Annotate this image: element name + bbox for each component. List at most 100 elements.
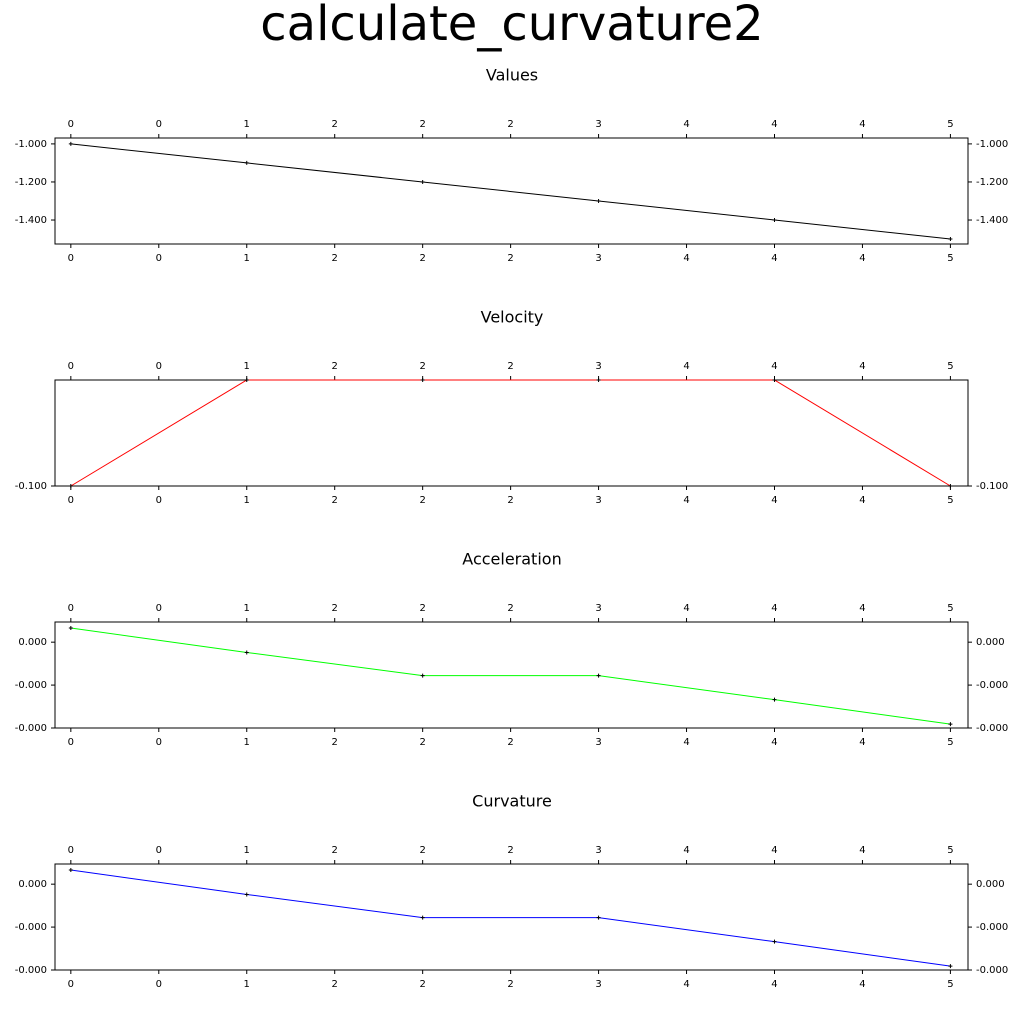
x-tick-label-bottom: 2 <box>419 253 425 264</box>
x-tick-label-top: 2 <box>507 361 513 372</box>
x-tick-label-top: 2 <box>419 603 425 614</box>
x-tick-label-bottom: 2 <box>419 495 425 506</box>
x-tick-label-bottom: 4 <box>683 979 689 990</box>
x-tick-label-top: 2 <box>332 845 338 856</box>
x-tick-label-bottom: 5 <box>947 495 953 506</box>
data-line <box>70 143 951 240</box>
plot-frame <box>54 621 969 729</box>
x-tick-label-top: 5 <box>947 845 953 856</box>
x-tick-label-bottom: 2 <box>332 737 338 748</box>
subplot-title: Curvature <box>472 792 552 811</box>
y-tick-label-right: -1.200 <box>976 177 1008 188</box>
x-tick-label-top: 0 <box>68 361 74 372</box>
y-tick-label-left: -1.000 <box>15 139 47 150</box>
x-tick-label-top: 2 <box>419 361 425 372</box>
point-marker <box>420 915 425 920</box>
x-tick-label-bottom: 2 <box>332 979 338 990</box>
data-line <box>70 627 951 725</box>
point-marker <box>420 179 425 184</box>
x-tick-label-top: 0 <box>156 845 162 856</box>
x-tick-label-top: 5 <box>947 603 953 614</box>
x-tick-label-top: 4 <box>771 603 777 614</box>
x-tick-label-bottom: 1 <box>244 253 250 264</box>
x-tick-label-bottom: 2 <box>507 737 513 748</box>
x-tick-label-top: 2 <box>332 603 338 614</box>
x-tick-label-bottom: 3 <box>595 253 601 264</box>
x-tick-label-top: 3 <box>595 603 601 614</box>
x-tick-label-top: 3 <box>595 845 601 856</box>
y-tick-label-left: -0.100 <box>15 481 47 492</box>
data-line <box>70 379 951 487</box>
x-tick-label-bottom: 4 <box>859 979 865 990</box>
x-tick-label-top: 4 <box>683 119 689 130</box>
x-tick-label-bottom: 0 <box>68 979 74 990</box>
x-tick-label-top: 4 <box>859 603 865 614</box>
x-tick-label-bottom: 4 <box>683 495 689 506</box>
y-tick-label-left: -0.000 <box>15 922 47 933</box>
x-tick-label-bottom: 4 <box>859 737 865 748</box>
point-marker <box>772 697 777 702</box>
subplot-title: Acceleration <box>462 550 561 569</box>
y-tick-label-right: -0.000 <box>976 680 1008 691</box>
x-tick-label-bottom: 4 <box>859 495 865 506</box>
point-marker <box>68 626 73 631</box>
point-marker <box>244 160 249 165</box>
x-tick-label-top: 2 <box>419 845 425 856</box>
y-tick-label-left: -1.200 <box>15 177 47 188</box>
x-tick-label-top: 0 <box>68 845 74 856</box>
x-tick-label-top: 1 <box>244 845 250 856</box>
subplot-title: Velocity <box>481 308 544 327</box>
x-tick-label-bottom: 5 <box>947 979 953 990</box>
x-tick-label-bottom: 2 <box>507 495 513 506</box>
x-tick-label-bottom: 4 <box>771 979 777 990</box>
point-marker <box>244 650 249 655</box>
x-tick-label-top: 2 <box>507 845 513 856</box>
subplot-title: Values <box>486 66 538 85</box>
point-marker <box>420 378 425 382</box>
x-tick-label-top: 0 <box>68 119 74 130</box>
y-tick-label-right: -0.100 <box>976 481 1008 492</box>
point-marker <box>596 198 601 203</box>
x-tick-label-bottom: 4 <box>771 737 777 748</box>
x-tick-label-top: 2 <box>419 119 425 130</box>
x-tick-label-bottom: 0 <box>68 737 74 748</box>
x-tick-label-bottom: 3 <box>595 737 601 748</box>
point-marker <box>596 915 601 920</box>
point-marker <box>68 868 73 873</box>
x-tick-label-top: 4 <box>771 845 777 856</box>
x-tick-label-top: 0 <box>156 361 162 372</box>
y-tick-label-left: 0.000 <box>18 637 47 648</box>
x-tick-label-bottom: 0 <box>156 737 162 748</box>
x-tick-label-bottom: 3 <box>595 495 601 506</box>
x-tick-label-top: 2 <box>332 361 338 372</box>
x-tick-label-top: 2 <box>507 603 513 614</box>
x-tick-label-top: 2 <box>332 119 338 130</box>
x-tick-label-bottom: 5 <box>947 737 953 748</box>
figure-title: calculate_curvature2 <box>260 0 763 52</box>
y-tick-label-right: 0.000 <box>976 879 1005 890</box>
x-tick-label-top: 4 <box>683 603 689 614</box>
y-tick-label-right: -0.000 <box>976 723 1008 734</box>
x-tick-label-bottom: 4 <box>771 253 777 264</box>
point-marker <box>772 939 777 944</box>
x-tick-label-bottom: 2 <box>419 979 425 990</box>
x-tick-label-bottom: 4 <box>683 253 689 264</box>
x-tick-label-top: 0 <box>68 603 74 614</box>
y-tick-label-right: -1.000 <box>976 139 1008 150</box>
x-tick-label-top: 0 <box>156 603 162 614</box>
point-marker <box>772 378 777 382</box>
x-tick-label-top: 4 <box>859 119 865 130</box>
x-tick-label-bottom: 2 <box>419 737 425 748</box>
point-marker <box>596 673 601 678</box>
x-tick-label-bottom: 0 <box>68 495 74 506</box>
x-tick-label-bottom: 4 <box>771 495 777 506</box>
point-marker <box>948 722 953 727</box>
x-tick-label-bottom: 2 <box>507 253 513 264</box>
x-tick-label-top: 2 <box>507 119 513 130</box>
x-tick-label-bottom: 1 <box>244 737 250 748</box>
point-marker <box>68 484 73 488</box>
point-marker <box>420 673 425 678</box>
x-tick-label-bottom: 2 <box>332 495 338 506</box>
x-tick-label-top: 1 <box>244 119 250 130</box>
